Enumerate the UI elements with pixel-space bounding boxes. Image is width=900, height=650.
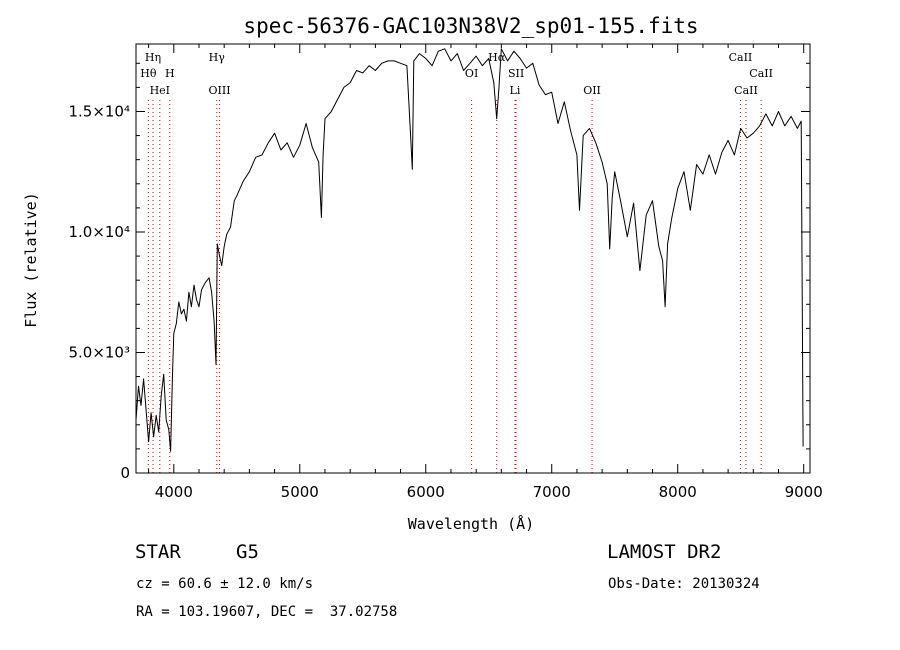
x-axis-label: Wavelength (Å) xyxy=(408,514,534,533)
line-marker-label-3: HeI xyxy=(150,84,170,97)
y-tick-label-2: 1.0×10⁴ xyxy=(68,223,130,241)
line-marker-label-5: OIII xyxy=(208,84,230,97)
line-marker-label-4: Hγ xyxy=(209,51,226,64)
obs-date: Obs-Date: 20130324 xyxy=(608,576,760,592)
x-tick-label-0: 4000 xyxy=(155,483,193,501)
y-axis-label: Flux (relative) xyxy=(22,192,40,327)
line-marker-label-0: Hη xyxy=(145,51,161,64)
x-tick-label-4: 8000 xyxy=(659,483,697,501)
line-marker-label-2: H xyxy=(165,67,175,80)
x-axis: 4000 5000 6000 7000 8000 9000 xyxy=(148,44,823,501)
line-marker-label-6: OI xyxy=(465,67,478,80)
chart-title: spec-56376-GAC103N38V2_sp01-155.fits xyxy=(243,14,698,38)
y-tick-label-3: 1.5×10⁴ xyxy=(68,102,130,120)
line-marker-label-9: Li xyxy=(510,84,521,97)
y-tick-label-1: 5.0×10³ xyxy=(68,343,130,361)
line-marker-label-13: CaII xyxy=(734,84,758,97)
line-marker-label-1: Hθ xyxy=(140,67,157,80)
x-tick-label-2: 6000 xyxy=(407,483,445,501)
x-tick-label-1: 5000 xyxy=(281,483,319,501)
x-tick-label-3: 7000 xyxy=(533,483,571,501)
coordinates: RA = 103.19607, DEC = 37.02758 xyxy=(136,604,398,620)
line-marker-label-11: CaII xyxy=(729,51,753,64)
data-release: LAMOST DR2 xyxy=(607,541,722,563)
redshift-text: cz = 60.6 ± 12.0 km/s xyxy=(136,576,314,592)
line-marker-label-8: SII xyxy=(508,67,524,80)
series-group xyxy=(135,48,804,452)
plot-frame xyxy=(135,43,811,474)
x-tick-label-5: 9000 xyxy=(785,483,823,501)
spectral-subclass: G5 xyxy=(236,541,259,563)
spectrum-line-0 xyxy=(135,48,804,452)
y-axis: 0 5.0×10³ 1.0×10⁴ 1.5×10⁴ xyxy=(68,62,810,482)
line-marker-label-12: CaII xyxy=(749,67,773,80)
object-type: STAR xyxy=(135,541,181,563)
y-tick-label-0: 0 xyxy=(120,464,130,482)
line-marker-label-10: OII xyxy=(583,84,601,97)
